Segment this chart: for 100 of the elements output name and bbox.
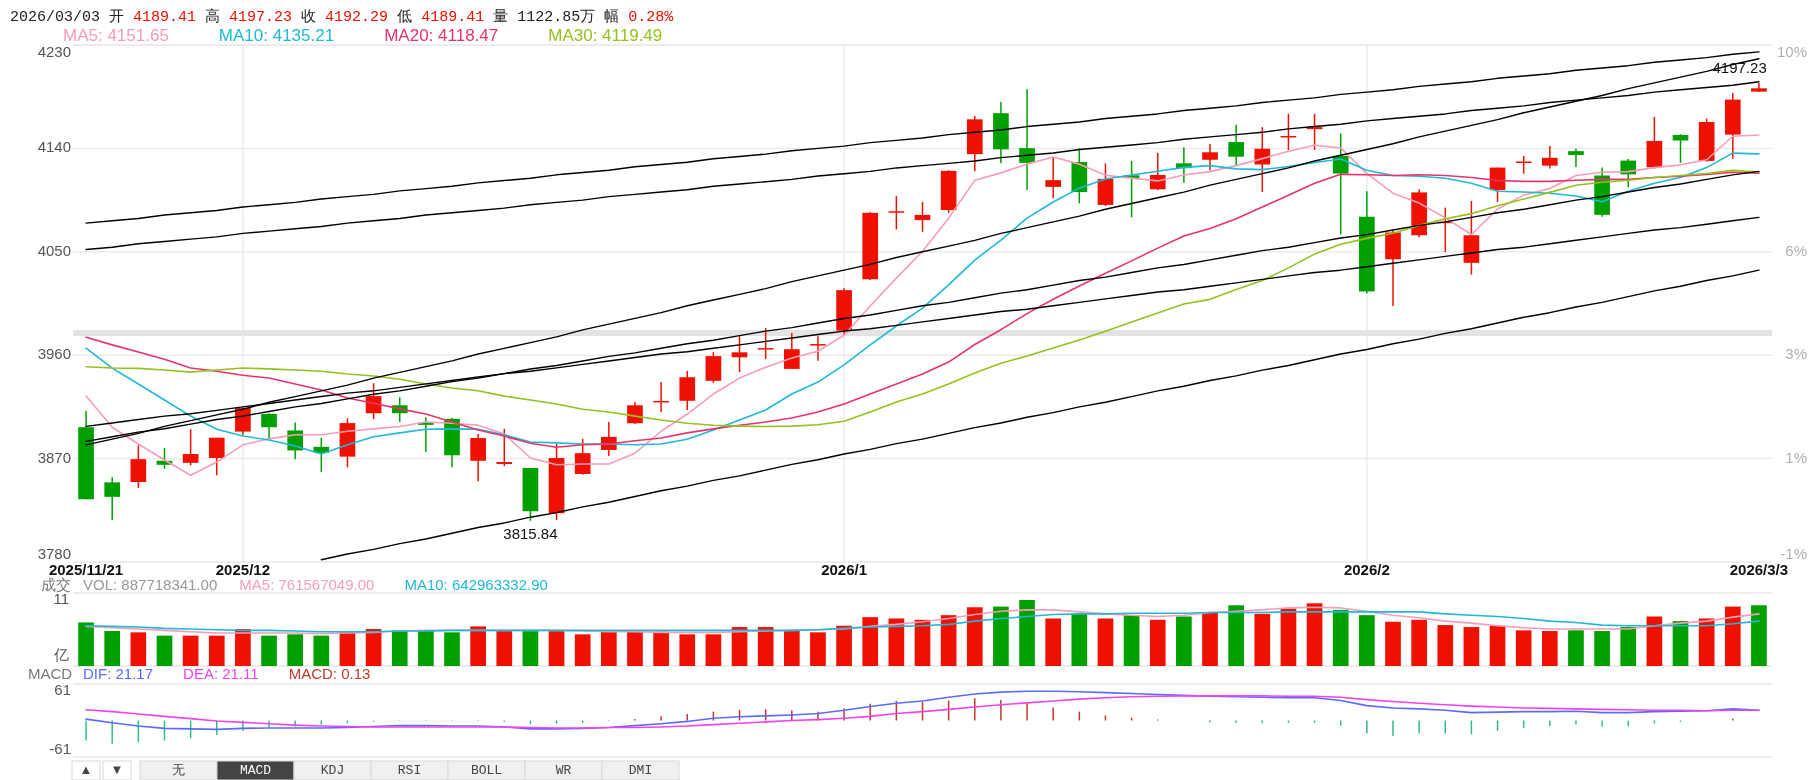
text: KDJ bbox=[320, 763, 345, 779]
bar bbox=[365, 629, 382, 666]
bar bbox=[313, 635, 330, 666]
bar bbox=[287, 634, 304, 666]
bar bbox=[1646, 616, 1663, 666]
bar bbox=[1097, 618, 1114, 666]
y-tick-label: 3870 bbox=[37, 448, 71, 466]
text: MA20: 4118.47 bbox=[384, 26, 499, 46]
text: 无 bbox=[172, 763, 185, 779]
text: ▼ bbox=[110, 762, 124, 778]
bar bbox=[1489, 625, 1506, 666]
bar bbox=[1202, 612, 1218, 666]
bar bbox=[601, 631, 617, 666]
bar bbox=[1280, 608, 1297, 666]
bar bbox=[1698, 618, 1715, 666]
bar bbox=[627, 631, 643, 666]
text: 3% bbox=[1785, 345, 1807, 363]
bar bbox=[1463, 627, 1480, 666]
bar bbox=[653, 631, 669, 666]
text: VOL: 887718341.00 bbox=[83, 575, 218, 593]
bar bbox=[208, 635, 225, 666]
bar bbox=[1149, 619, 1166, 666]
text: 10% bbox=[1776, 42, 1807, 60]
x-tick-label: 2026/2 bbox=[1343, 560, 1390, 578]
bar bbox=[757, 627, 774, 666]
bar bbox=[1176, 616, 1192, 666]
bar bbox=[130, 632, 147, 666]
x-tick-label: 2026/1 bbox=[821, 560, 868, 578]
text: -1% bbox=[1780, 544, 1807, 562]
annotation: 3815.84 bbox=[503, 524, 558, 542]
text: MACD bbox=[239, 763, 272, 779]
bar bbox=[1071, 613, 1088, 666]
text: DIF: 21.17 bbox=[83, 664, 154, 682]
bar bbox=[261, 635, 277, 666]
text: MA30: 4119.49 bbox=[548, 26, 663, 46]
bar bbox=[496, 631, 513, 666]
text: DMI bbox=[628, 763, 653, 779]
bar bbox=[470, 626, 486, 666]
bar bbox=[1541, 631, 1558, 666]
y-tick-label: 4140 bbox=[37, 138, 71, 156]
y-tick-label: -61 bbox=[49, 739, 71, 757]
bar bbox=[993, 606, 1009, 666]
bar bbox=[78, 622, 94, 666]
bar bbox=[1228, 605, 1244, 666]
bar bbox=[862, 617, 879, 666]
bar bbox=[182, 635, 199, 666]
text: MA10: 642963332.90 bbox=[404, 575, 548, 593]
bar bbox=[1123, 615, 1140, 666]
bar bbox=[1332, 609, 1349, 666]
y-tick-label: 3780 bbox=[37, 544, 71, 562]
y-tick-label: 3960 bbox=[37, 345, 71, 363]
text: DEA: 21.11 bbox=[183, 664, 259, 682]
bar bbox=[1254, 613, 1271, 666]
bar bbox=[783, 631, 800, 666]
bar bbox=[810, 632, 826, 666]
text: 1% bbox=[1785, 448, 1807, 466]
bar bbox=[418, 631, 434, 666]
bar bbox=[966, 607, 983, 666]
bar bbox=[679, 634, 696, 666]
bar bbox=[1620, 627, 1637, 666]
text: MA5: 761567049.00 bbox=[239, 575, 375, 593]
bar bbox=[1306, 603, 1323, 666]
chart-title: 成交 bbox=[41, 575, 71, 593]
bar bbox=[705, 634, 722, 666]
bar bbox=[156, 635, 173, 666]
bar bbox=[1751, 605, 1767, 666]
x-tick-label: 2025/12 bbox=[215, 560, 271, 578]
chart-title: 2026/03/03 开 4189.41 高 4197.23 收 4192.29 低 4189.41 量 1122.85万 幅 0.28% bbox=[10, 8, 674, 26]
bar bbox=[1045, 618, 1062, 666]
x-tick-label: 2025/11/21 bbox=[48, 560, 124, 578]
bar bbox=[1515, 630, 1532, 666]
bar bbox=[1359, 615, 1375, 666]
text: BOLL bbox=[470, 763, 503, 779]
annotation: MACD: 0.13 bbox=[288, 664, 371, 682]
chart-title: MACD bbox=[28, 664, 73, 682]
bar bbox=[104, 631, 121, 666]
bar bbox=[1385, 621, 1401, 666]
bar bbox=[391, 630, 408, 666]
x-tick-label: 2026/3/3 bbox=[1729, 560, 1789, 578]
bar bbox=[1437, 625, 1454, 666]
bar bbox=[1724, 606, 1741, 666]
annotation: 4197.23 bbox=[1712, 58, 1767, 76]
text: WR bbox=[555, 763, 572, 779]
y-tick-label: 4050 bbox=[37, 241, 71, 259]
bar bbox=[444, 632, 460, 666]
bar bbox=[235, 629, 251, 666]
text: 亿 bbox=[53, 645, 69, 663]
text: MA10: 4135.21 bbox=[218, 26, 335, 46]
bar bbox=[940, 615, 957, 666]
bar bbox=[836, 625, 852, 666]
bar bbox=[1411, 619, 1427, 666]
bar bbox=[1568, 630, 1584, 666]
bar bbox=[1019, 600, 1035, 666]
text: RSI bbox=[397, 763, 422, 779]
y-tick-label: 61 bbox=[54, 680, 71, 698]
bar bbox=[574, 634, 591, 666]
bar bbox=[522, 631, 539, 666]
text: ▲ bbox=[79, 762, 93, 778]
bar bbox=[1594, 631, 1610, 666]
bar bbox=[888, 618, 905, 666]
